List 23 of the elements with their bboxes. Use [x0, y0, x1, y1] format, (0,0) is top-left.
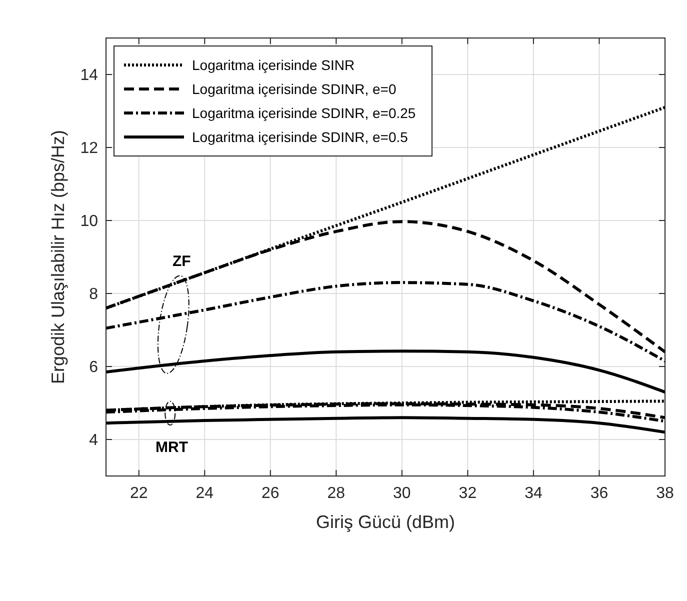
- y-tick-label: 12: [80, 140, 98, 158]
- x-tick-label: 28: [327, 485, 346, 502]
- y-tick-label: 14: [80, 67, 98, 84]
- x-tick-label: 30: [393, 485, 411, 502]
- x-tick-label: 38: [656, 485, 674, 502]
- x-tick-label: 32: [458, 485, 477, 502]
- x-tick-label: 36: [590, 485, 608, 502]
- x-axis-title: Giriş Gücü (dBm): [316, 512, 456, 532]
- x-tick-label: 34: [524, 485, 542, 502]
- legend-label: Logaritma içerisinde SDINR, e=0.5: [192, 128, 408, 145]
- y-tick-label: 8: [89, 286, 98, 304]
- legend-label: Logaritma içerisinde SINR: [192, 56, 355, 73]
- legend-label: Logaritma içerisinde SDINR, e=0.25: [192, 104, 416, 121]
- legend-label: Logaritma içerisinde SDINR, e=0: [192, 80, 396, 97]
- x-tick-label: 22: [130, 485, 148, 502]
- x-tick-label: 24: [196, 485, 214, 502]
- annotation: ZF: [172, 252, 191, 270]
- annotation: MRT: [156, 439, 188, 456]
- y-tick-label: 4: [89, 432, 98, 450]
- x-tick-label: 26: [262, 485, 280, 502]
- y-tick-label: 10: [80, 213, 98, 230]
- y-tick-label: 6: [89, 359, 98, 376]
- y-axis-title: Ergodik Ulaşılabilir Hız (bps/Hz): [48, 130, 68, 384]
